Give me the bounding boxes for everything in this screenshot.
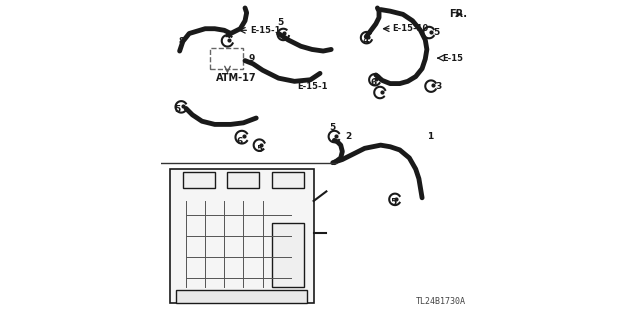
Text: 2: 2 [345,132,351,141]
Text: 6: 6 [237,137,243,145]
Text: 5: 5 [174,105,180,114]
Text: 4: 4 [224,31,230,40]
Text: 1: 1 [427,132,433,141]
Text: 8: 8 [178,37,184,46]
Bar [177,290,307,303]
Text: 9: 9 [248,54,255,63]
Bar [272,172,304,188]
Bar [183,172,215,188]
Text: 6: 6 [371,78,377,87]
Bar [272,223,304,287]
Text: ATM-17: ATM-17 [216,73,257,83]
Text: 5: 5 [277,18,284,27]
Text: 3: 3 [435,82,442,91]
Bar [170,169,314,303]
Text: TL24B1730A: TL24B1730A [416,297,466,306]
Text: 5: 5 [390,198,397,207]
Bar [227,172,259,188]
Text: 5: 5 [256,145,262,153]
Text: FR.: FR. [449,9,467,19]
Bar [210,48,243,69]
Text: 5: 5 [433,28,440,37]
Text: E-15-1: E-15-1 [297,82,327,91]
Text: 4: 4 [363,36,369,45]
Text: 5: 5 [330,123,336,132]
Text: E-15: E-15 [442,54,463,63]
Text: E-15-10: E-15-10 [392,24,429,33]
Text: E-15-1: E-15-1 [250,26,280,35]
